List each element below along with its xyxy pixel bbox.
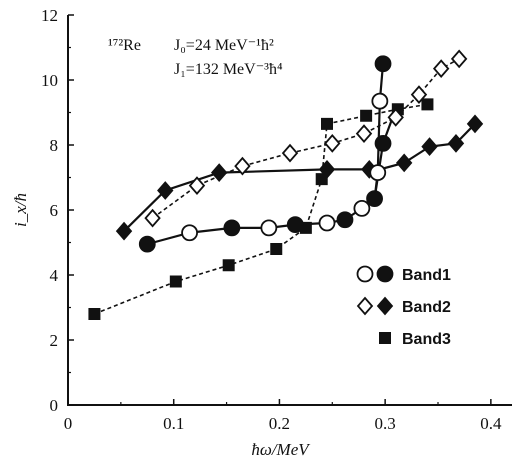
band3-point (88, 308, 101, 320)
band2-open-point (432, 59, 450, 78)
legend-band3-label: Band3 (402, 331, 451, 348)
band2-filled-point (157, 181, 174, 200)
x-tick-label: 0.1 (163, 414, 184, 433)
band3-line (94, 103, 428, 315)
band2-open-point (355, 124, 373, 143)
j0-label: J₀=24 MeV⁻¹ħ² (174, 37, 274, 54)
legend-band3-marker (379, 332, 391, 344)
band2-filled-point (421, 137, 438, 156)
legend-band1-label: Band1 (402, 267, 451, 284)
band2-open-line (152, 58, 460, 219)
band1-open-point (369, 164, 387, 182)
axes: 0 0.1 0.2 0.3 0.4 0 2 4 6 8 10 12 ħω/MeV i_x/ħ (11, 6, 512, 457)
x-tick-label: 0.2 (269, 414, 290, 433)
legend-band2-filled-marker (376, 296, 394, 316)
band3-point (421, 98, 434, 111)
band1-open-point (353, 199, 371, 217)
band2-filled-point (447, 134, 465, 153)
band1-filled-point (374, 134, 392, 152)
band1-filled-point (138, 235, 156, 253)
band3-point (321, 117, 333, 130)
band2-open-point (410, 85, 428, 104)
nucleus-label: ¹⁷²Re (108, 37, 141, 54)
band2-open-point (234, 156, 251, 176)
y-tick-label: 12 (41, 6, 58, 25)
y-tick-label: 6 (50, 201, 59, 220)
band1-filled-point (286, 216, 304, 234)
legend: Band1 Band2 Band3 (356, 265, 451, 348)
band3-point (169, 275, 182, 288)
band1-open-point (371, 92, 389, 110)
band1-filled-point (223, 219, 241, 237)
band2-open-point (188, 176, 206, 195)
band3-point (222, 259, 235, 272)
band1-filled-point (336, 211, 354, 229)
band3-point (360, 109, 373, 122)
x-tick-label: 0.4 (480, 414, 502, 433)
y-tick-label: 0 (50, 396, 59, 415)
y-tick-label: 10 (41, 71, 58, 90)
data-markers (88, 49, 484, 320)
x-tick-label: 0.3 (375, 414, 396, 433)
band3-point (270, 243, 283, 255)
band2-filled-point (395, 153, 413, 173)
band2-filled-point (466, 114, 484, 134)
band2-filled-point (210, 163, 228, 182)
y-axis-label: i_x/ħ (11, 193, 30, 227)
y-tick-label: 8 (50, 136, 59, 155)
band2-open-point (281, 143, 299, 163)
x-axis-label: ħω/MeV (251, 440, 311, 457)
band1-filled-point (366, 190, 383, 208)
y-tick-label: 2 (50, 331, 59, 350)
j1-label: J₁=132 MeV⁻³ħ⁴ (174, 61, 283, 78)
x-tick-label: 0 (64, 414, 73, 433)
formula-annotation: ¹⁷²Re J₀=24 MeV⁻¹ħ² J₁=132 MeV⁻³ħ⁴ (108, 37, 283, 78)
band1-open-point (181, 224, 198, 242)
band2-open-point (324, 134, 341, 153)
legend-band1-filled-marker (376, 265, 394, 283)
band2-filled-point (318, 160, 336, 179)
band2-filled-point (115, 221, 133, 241)
band1-open-point (318, 214, 336, 232)
band2-filled-line (123, 123, 476, 232)
band1-open-point (260, 219, 278, 237)
legend-band2-open-marker (356, 296, 374, 316)
legend-band1-open-marker (356, 265, 374, 283)
legend-band2-label: Band2 (402, 299, 451, 316)
band1-filled-point (374, 55, 392, 73)
band2-open-point (450, 49, 468, 69)
y-tick-label: 4 (50, 266, 59, 285)
band2-open-point (144, 208, 161, 228)
band2-open-point (387, 108, 404, 127)
